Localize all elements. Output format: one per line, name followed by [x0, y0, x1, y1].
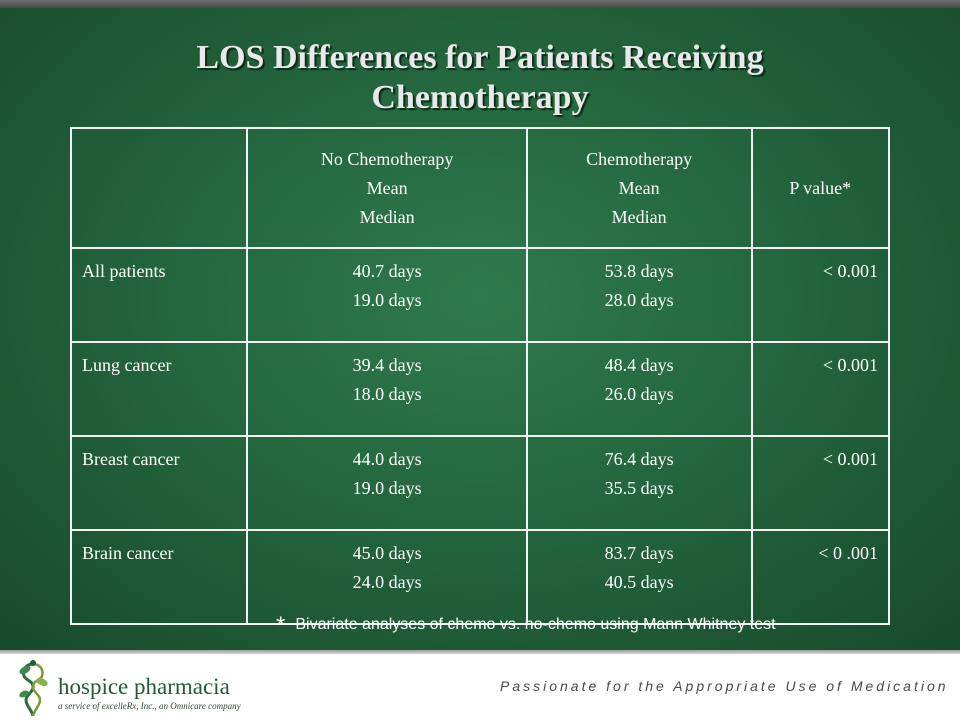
median-value: 18.0 days: [352, 384, 422, 404]
mean-value: 76.4 days: [604, 449, 674, 469]
footer-divider: [0, 650, 960, 654]
row-label: Brain cancer: [69, 529, 249, 625]
mean-value: 40.7 days: [352, 261, 422, 281]
table-row: Brain cancer 45.0 days 24.0 days 83.7 da…: [69, 529, 890, 625]
slide-title: LOS Differences for Patients Receiving C…: [60, 38, 900, 118]
header-text: Mean: [618, 177, 660, 198]
company-logo: hospice pharmacia a service of excelleRx…: [12, 658, 241, 718]
mean-value: 83.7 days: [604, 543, 674, 563]
header-text: Median: [359, 206, 415, 227]
mean-value: 53.8 days: [604, 261, 674, 281]
median-value: 28.0 days: [604, 290, 674, 310]
p-value-cell: < 0.001: [750, 435, 890, 531]
no-chemo-cell: 40.7 days 19.0 days: [246, 247, 528, 343]
row-label: All patients: [69, 247, 249, 343]
chemo-cell: 83.7 days 40.5 days: [525, 529, 753, 625]
title-line-2: Chemotherapy: [371, 79, 589, 116]
header-empty-cell: [69, 127, 249, 249]
header-text: Mean: [366, 177, 408, 198]
footnote-marker: *: [276, 612, 286, 639]
p-value-cell: < 0.001: [750, 247, 890, 343]
chemo-cell: 53.8 days 28.0 days: [525, 247, 753, 343]
footnote-text: Bivariate analyses of chemo vs. no-chemo…: [295, 616, 776, 633]
median-value: 26.0 days: [604, 384, 674, 404]
header-row: No Chemotherapy Mean Median Chemotherapy…: [69, 127, 890, 249]
footnote: * Bivariate analyses of chemo vs. no-chem…: [276, 612, 776, 640]
median-value: 19.0 days: [352, 478, 422, 498]
chemo-cell: 48.4 days 26.0 days: [525, 341, 753, 437]
header-text: No Chemotherapy: [320, 148, 454, 169]
chemo-cell: 76.4 days 35.5 days: [525, 435, 753, 531]
p-value-cell: < 0 .001: [750, 529, 890, 625]
title-line-1: LOS Differences for Patients Receiving: [196, 39, 764, 76]
top-bar: [0, 0, 960, 8]
header-text: Chemotherapy: [586, 148, 693, 169]
header-no-chemo: No Chemotherapy Mean Median: [246, 127, 528, 249]
logo-subtitle: a service of excelleRx, Inc., an Omnicar…: [58, 701, 241, 711]
tagline: Passionate for the Appropriate Use of Me…: [500, 678, 949, 694]
no-chemo-cell: 39.4 days 18.0 days: [246, 341, 528, 437]
median-value: 19.0 days: [352, 290, 422, 310]
logo-name: hospice pharmacia: [58, 674, 230, 699]
table-row: All patients 40.7 days 19.0 days 53.8 da…: [69, 247, 890, 343]
row-label: Breast cancer: [69, 435, 249, 531]
header-text: Median: [611, 206, 667, 227]
no-chemo-cell: 45.0 days 24.0 days: [246, 529, 528, 625]
caduceus-leaf-icon: [19, 660, 48, 717]
median-value: 40.5 days: [604, 572, 674, 592]
mean-value: 39.4 days: [352, 355, 422, 375]
row-label: Lung cancer: [69, 341, 249, 437]
los-table: No Chemotherapy Mean Median Chemotherapy…: [69, 127, 890, 625]
mean-value: 45.0 days: [352, 543, 422, 563]
header-chemo: Chemotherapy Mean Median: [525, 127, 753, 249]
median-value: 35.5 days: [604, 478, 674, 498]
header-p-value: P value*: [750, 127, 890, 249]
p-value-cell: < 0.001: [750, 341, 890, 437]
footer: hospice pharmacia a service of excelleRx…: [0, 650, 960, 720]
median-value: 24.0 days: [352, 572, 422, 592]
mean-value: 44.0 days: [352, 449, 422, 469]
table-row: Breast cancer 44.0 days 19.0 days 76.4 d…: [69, 435, 890, 531]
mean-value: 48.4 days: [604, 355, 674, 375]
table-row: Lung cancer 39.4 days 18.0 days 48.4 day…: [69, 341, 890, 437]
no-chemo-cell: 44.0 days 19.0 days: [246, 435, 528, 531]
